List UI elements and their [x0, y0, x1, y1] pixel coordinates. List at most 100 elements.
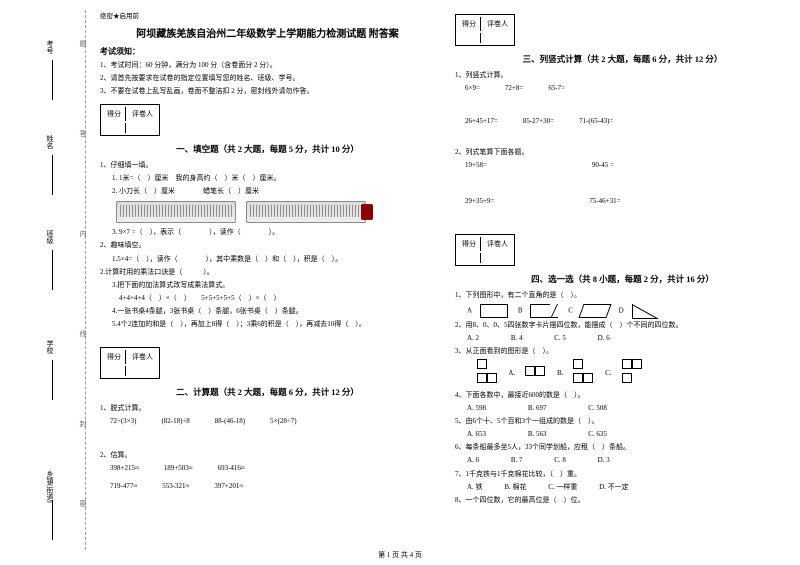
calc-item: 29+35+9= — [465, 197, 494, 205]
calc-item: 71-(65-43)= — [579, 117, 613, 125]
sharpener-icon — [361, 204, 373, 220]
confidential-label: 绝密★启用前 — [100, 10, 435, 20]
section-title: 四、选一选（共 8 小题，每题 2 分，共计 16 分） — [455, 273, 790, 285]
opt: B. 4 — [511, 334, 523, 342]
opt-label: B. — [557, 369, 563, 377]
opt: C. 635 — [588, 430, 607, 438]
side-label: 学校 — [45, 340, 55, 354]
options-row: A. 598 B. 697 C. 508 — [455, 403, 790, 414]
question: 2、列式笔算下面各题。 — [455, 147, 790, 158]
side-line — [52, 250, 53, 290]
score-box: 得分评卷人 — [100, 347, 160, 379]
right-column: 得分评卷人 三、列竖式计算（共 2 大题，每题 6 分，共计 12 分） 1、列… — [455, 10, 790, 508]
opt: A. 6 — [467, 456, 479, 464]
question-line: 2.计算时用的乘法口诀是（ ）。 — [100, 267, 435, 278]
shape-options: A B C D — [455, 304, 790, 318]
opt-label: C — [568, 306, 573, 314]
question: 3、从正面看到的图形是（ ）。 — [455, 346, 790, 357]
question: 2、用8、0、0、5四张数字卡片摆四位数，能摆成（ ）个不同的四位数。 — [455, 320, 790, 331]
calc-item: 553-321≈ — [162, 482, 189, 490]
question-line: 5.4个2连加的和是（ ），再加上8得（ ）；3乘6的积是（ ），再减去10得（… — [100, 319, 435, 330]
options-row: A. 6 B. 7 C. 8 D. 3 — [455, 455, 790, 466]
question: 8、一个四位数，它的最高位是（ ）位。 — [455, 495, 790, 506]
cube-view — [622, 359, 642, 387]
calc-item: 189+503≈ — [164, 464, 193, 472]
section-title: 二、计算题（共 2 大题，每题 6 分，共计 12 分） — [100, 386, 435, 398]
trapezoid-shape — [530, 304, 558, 318]
calc-item: 693-416≈ — [218, 464, 245, 472]
side-line — [52, 360, 53, 400]
opt: C. 508 — [588, 404, 607, 412]
calc-item: 65-7= — [548, 84, 565, 92]
question-line: 1. 1米=（ ）厘米 我的身高约（ ）米（ ）厘米。 — [100, 173, 435, 184]
opt: B. 7 — [511, 456, 523, 464]
question: 2、趣味填空。 — [100, 240, 435, 251]
cube-options: A. B. C. — [455, 359, 790, 387]
question-line: 1.5×4=（ ），读作（ ），其中乘数是（ ）和（ ），积是（ ）。 — [100, 254, 435, 265]
score-box-wrap: 得分评卷人 — [100, 100, 435, 140]
calc-row: 29+35+9= 75-46+31= — [455, 197, 790, 205]
opt: C. 5 — [554, 334, 566, 342]
question: 4、下面各数中，最接近600的数是（ ）。 — [455, 390, 790, 401]
score-box-wrap: 得分评卷人 — [455, 230, 790, 270]
side-line — [52, 500, 53, 540]
calc-item: 719-477≈ — [110, 482, 137, 490]
calc-item: 5×(28÷7) — [270, 417, 296, 425]
calc-item: 397+201≈ — [214, 482, 243, 490]
calc-item: 6×9= — [465, 84, 480, 92]
seal-text: 内 — [78, 230, 88, 237]
opt: C. 一样重 — [548, 483, 577, 491]
side-line — [52, 60, 53, 100]
notice-title: 考试须知： — [100, 46, 435, 57]
seal-text: 封 — [78, 420, 88, 427]
opt-label: B — [518, 306, 523, 314]
score-box: 得分评卷人 — [100, 104, 160, 136]
side-line — [52, 155, 53, 195]
question: 5、由6个十、5个百和3个一组成的数是（ ）。 — [455, 416, 790, 427]
ruler-image — [246, 201, 366, 223]
exam-title: 阿坝藏族羌族自治州二年级数学上学期能力检测试题 附答案 — [100, 25, 435, 40]
calc-row: 72÷(3×3) (82-18)÷8 88-(46-18) 5×(28÷7) — [100, 417, 435, 425]
seal-text: 答 — [78, 130, 88, 137]
options-row: A. 铁 B. 棉花 C. 一样重 D. 不一定 — [455, 482, 790, 493]
rectangle-shape — [480, 304, 508, 318]
side-label: 乡镇(街道) — [45, 470, 55, 503]
opt-label: D — [619, 306, 624, 314]
opt-label: A. — [508, 369, 515, 377]
calc-item: (82-18)÷8 — [161, 417, 189, 425]
question: 1、下列图形中，有二个直角的是（ ）。 — [455, 290, 790, 301]
side-label: 姓名 — [45, 135, 55, 149]
question-line: 3.把下面的加法算式改写成乘法算式。 — [100, 280, 435, 291]
score-box: 得分评卷人 — [455, 14, 515, 46]
opt-label: A — [467, 306, 472, 314]
question: 1、仔细填一填。 — [100, 160, 435, 171]
side-label: 班级 — [45, 230, 55, 244]
opt: D. 6 — [598, 334, 610, 342]
triangle-shape — [632, 304, 657, 318]
calc-item: 72÷(3×3) — [110, 417, 136, 425]
calc-row: 719-477≈ 553-321≈ 397+201≈ — [100, 482, 435, 490]
question-line: 4.一张书桌4条腿，3张书桌（ ）条腿，6张书桌（ ）条腿。 — [100, 306, 435, 317]
parallelogram-shape — [578, 304, 611, 318]
question: 2、估算。 — [100, 450, 435, 461]
opt: A. 598 — [467, 404, 486, 412]
cube-view — [573, 359, 593, 387]
seal-text: 题 — [78, 40, 88, 47]
opt: A. 铁 — [467, 483, 483, 491]
calc-row: 26+45+17= 85-27+30= 71-(65-43)= — [455, 117, 790, 125]
opt: B. 697 — [528, 404, 547, 412]
question: 1、列竖式计算。 — [455, 70, 790, 81]
left-column: 绝密★启用前 阿坝藏族羌族自治州二年级数学上学期能力检测试题 附答案 考试须知：… — [100, 10, 435, 508]
ruler-row — [100, 199, 435, 227]
seal-line — [85, 10, 86, 550]
reviewer-label: 评卷人 — [128, 107, 157, 121]
opt: C. 8 — [554, 456, 566, 464]
opt-label: C. — [605, 369, 611, 377]
main-content: 绝密★启用前 阿坝藏族羌族自治州二年级数学上学期能力检测试题 附答案 考试须知：… — [100, 10, 790, 508]
calc-item: 85-27+30= — [523, 117, 554, 125]
seal-text: 线 — [78, 330, 88, 337]
cube-icon — [477, 359, 497, 387]
calc-item: 72+8= — [505, 84, 523, 92]
calc-item: 88-(46-18) — [215, 417, 245, 425]
section-title: 三、列竖式计算（共 2 大题，每题 6 分，共计 12 分） — [455, 53, 790, 65]
